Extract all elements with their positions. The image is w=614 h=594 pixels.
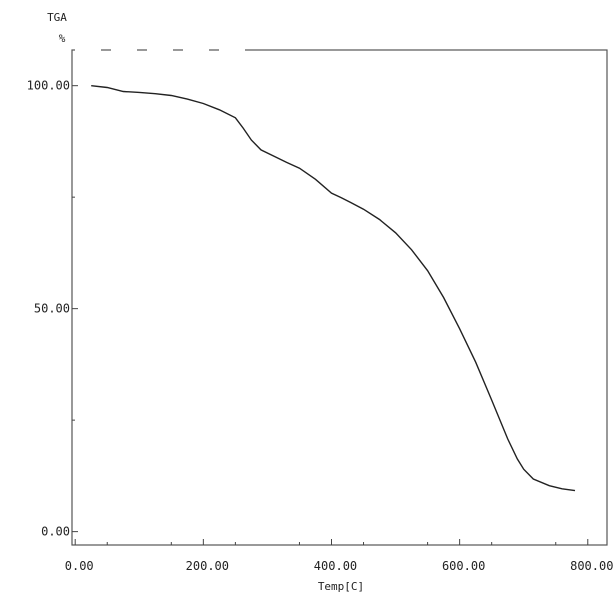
- x-tick-label-3: 600.00: [442, 559, 485, 573]
- x-axis-ticks: 0.00 200.00 400.00 600.00 800.00: [65, 539, 613, 573]
- y-axis-ticks: 0.00 50.00 100.00: [27, 79, 78, 539]
- y-tick-label-2: 100.00: [27, 79, 70, 93]
- y-tick-label-0: 0.00: [41, 525, 70, 539]
- tga-curve: [91, 85, 576, 492]
- x-tick-label-1: 200.00: [186, 559, 229, 573]
- x-axis-title: Temp[C]: [318, 580, 364, 593]
- y-tick-label-1: 50.00: [34, 302, 70, 316]
- y-axis-title-line2: %: [59, 32, 66, 45]
- y-axis-title-line1: TGA: [47, 11, 67, 24]
- x-tick-label-2: 400.00: [314, 559, 357, 573]
- x-tick-label-0: 0.00: [65, 559, 94, 573]
- x-tick-label-4: 800.00: [570, 559, 613, 573]
- plot-frame: [71, 49, 608, 546]
